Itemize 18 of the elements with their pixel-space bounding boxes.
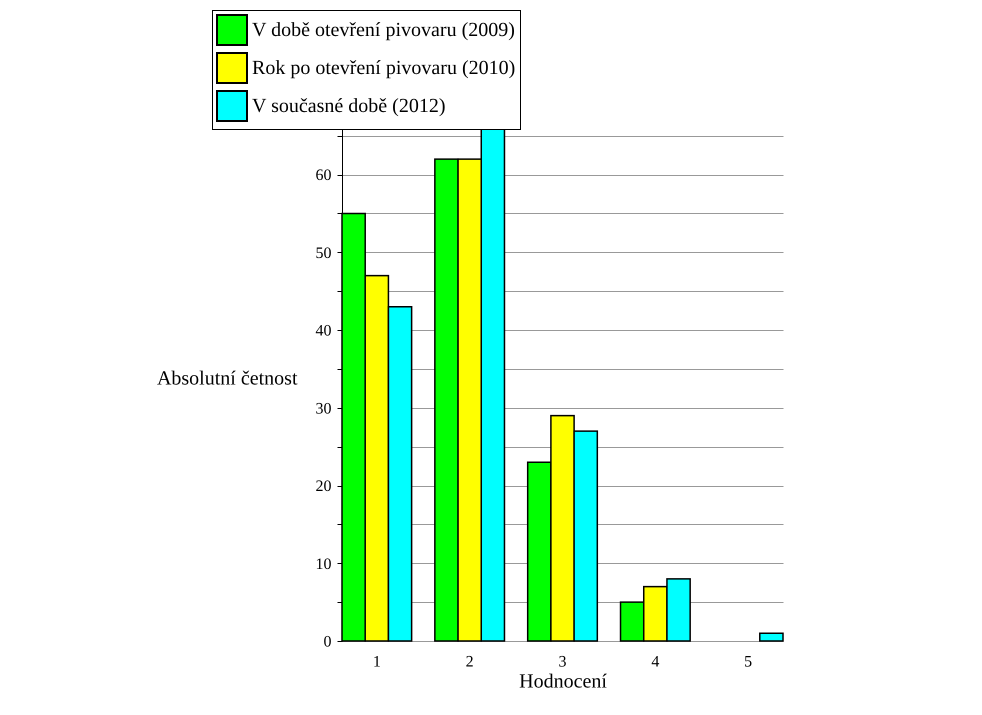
legend-label: Rok po otevření pivovaru (2010) — [252, 57, 516, 79]
bar — [759, 632, 784, 642]
x-tick-label: 5 — [744, 654, 752, 670]
legend-label: V době otevření pivovaru (2009) — [252, 19, 515, 41]
x-axis-title: Hodnocení — [519, 670, 608, 692]
y-tick-label: 40 — [316, 322, 332, 340]
y-axis-title: Absolutní četnost — [156, 368, 298, 390]
x-tick-label: 4 — [651, 654, 660, 670]
y-tick-label: 10 — [316, 556, 332, 573]
x-tick-label: 2 — [466, 654, 474, 670]
y-tick-label: 20 — [316, 478, 332, 496]
legend-label: V současné době (2012) — [252, 95, 446, 117]
y-tick-label: 50 — [316, 244, 332, 262]
x-tick-label: 1 — [372, 654, 381, 670]
y-tick-label: 60 — [316, 167, 332, 184]
y-tick-label: 30 — [316, 400, 332, 418]
x-tick-label: 3 — [558, 654, 566, 670]
y-tick-label: 0 — [324, 634, 332, 650]
